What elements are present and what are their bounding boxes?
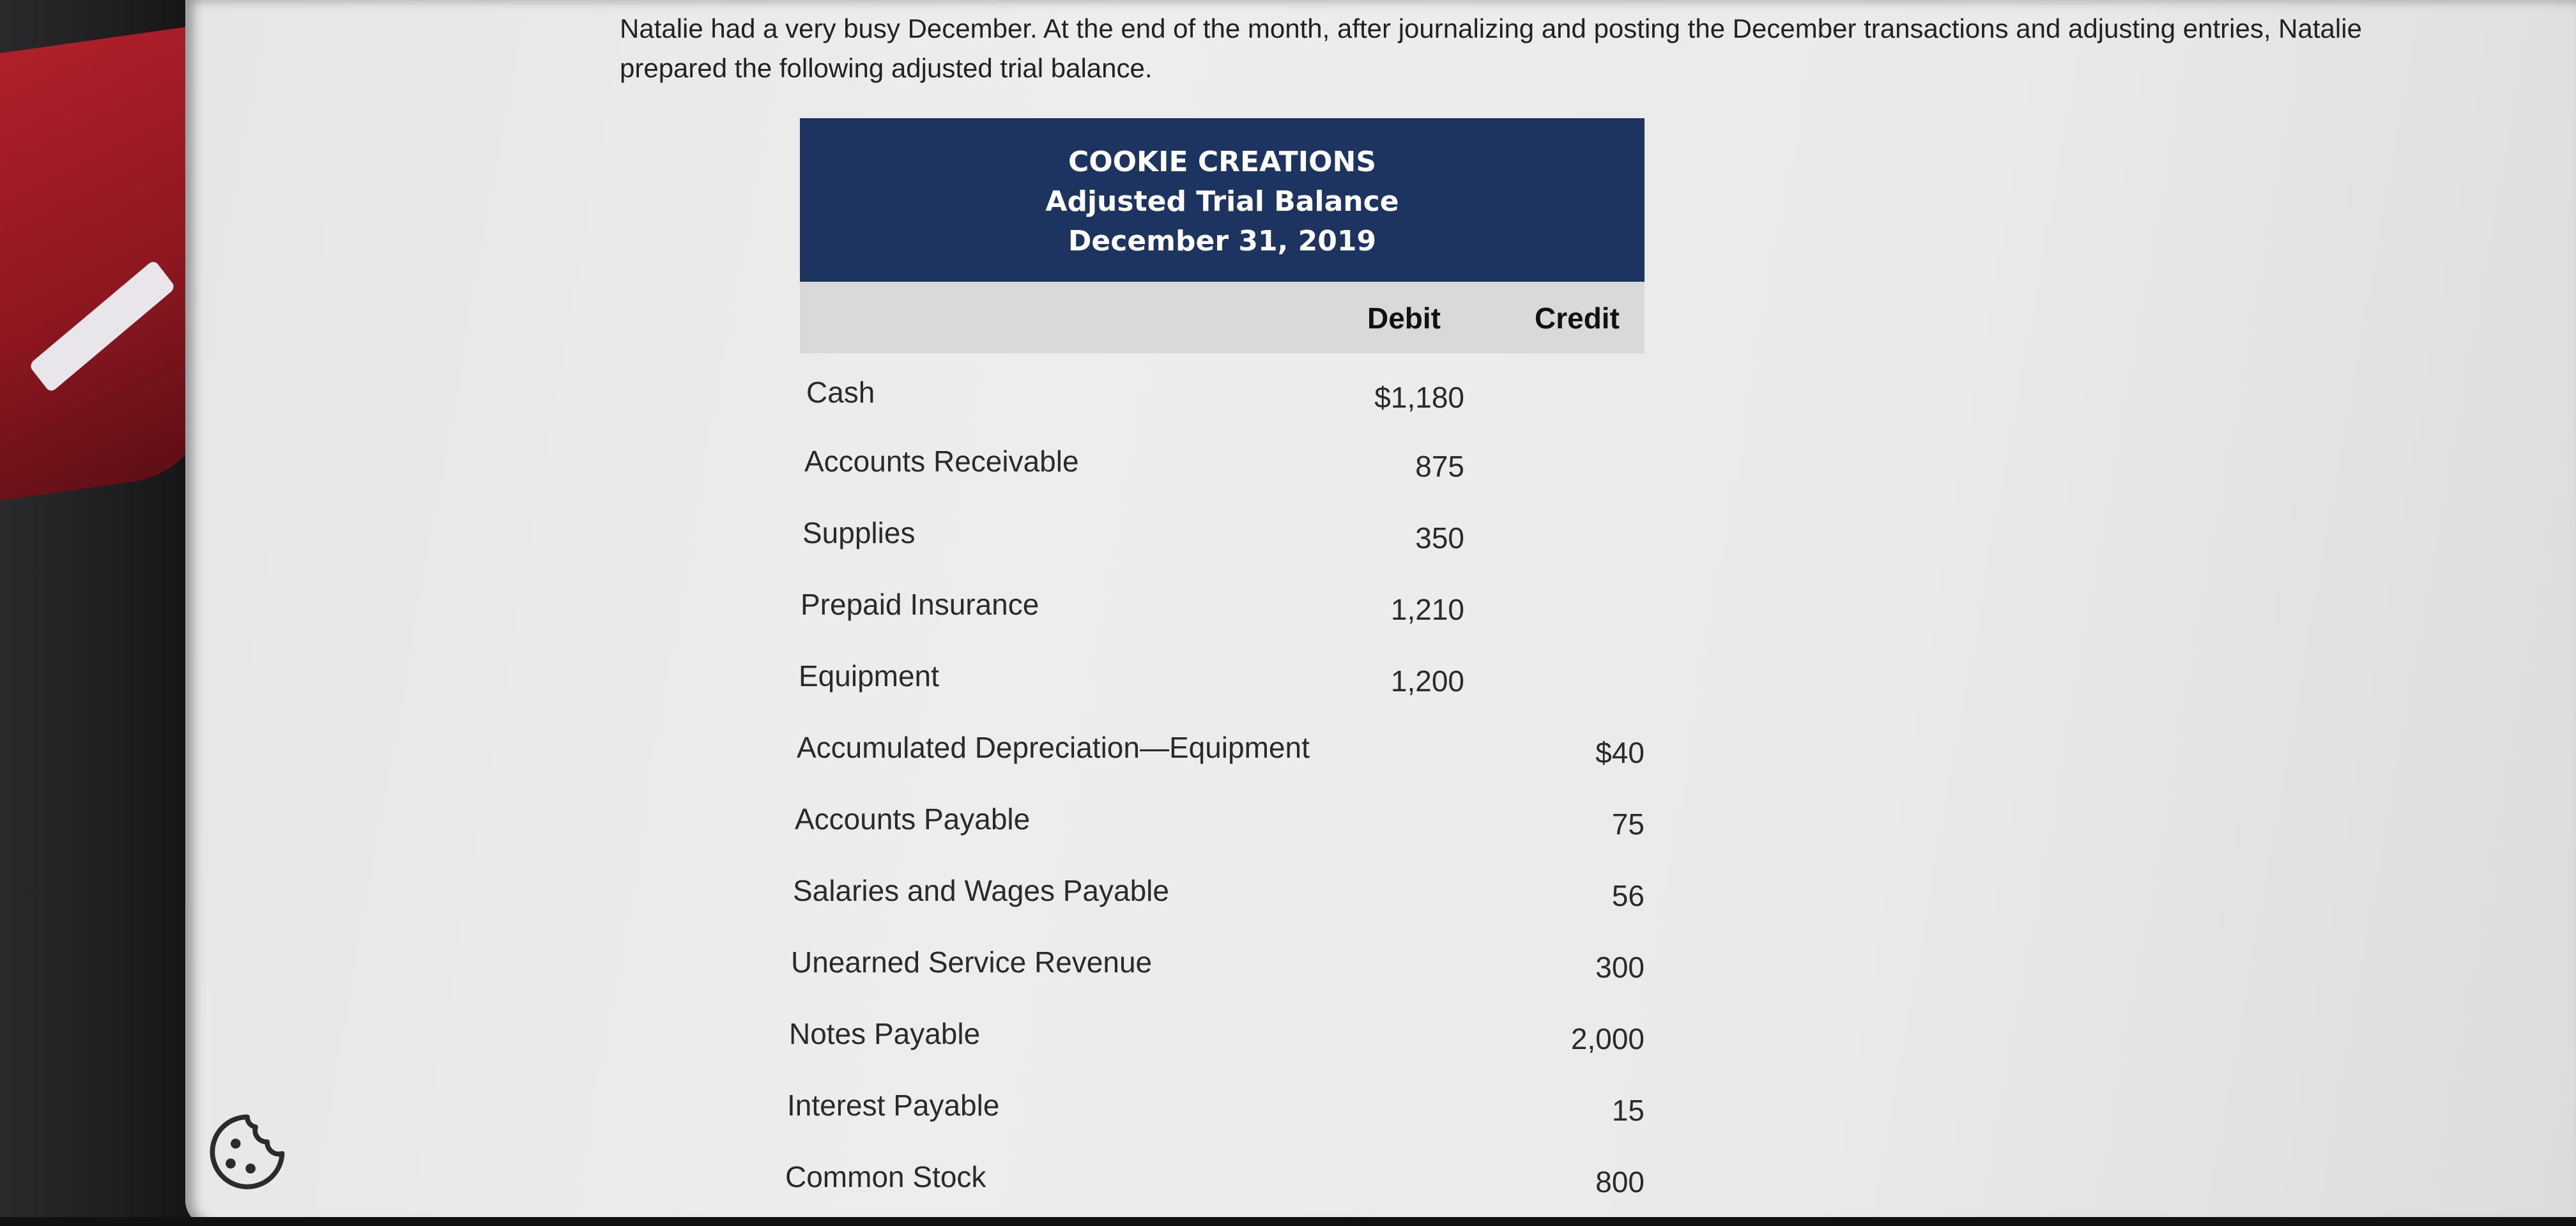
left-bezel [0, 0, 211, 1226]
bottom-bezel [0, 1217, 2576, 1226]
debit-amount: 350 [1415, 521, 1464, 555]
account-name: Prepaid Insurance [801, 588, 1039, 621]
intro-paragraph: Natalie had a very busy December. At the… [620, 13, 2362, 83]
account-name: Common Stock [785, 1160, 986, 1193]
table-row: Equipment 1,200 [799, 637, 1650, 709]
account-name: Accounts Payable [795, 802, 1031, 836]
credit-amount: 75 [1611, 808, 1644, 841]
table-row: Accounts Payable 75 [795, 780, 1650, 852]
credit-amount: $40 [1595, 736, 1644, 769]
table-row: Unearned Service Revenue 300 [791, 923, 1650, 995]
table-row: Accumulated Depreciation—Equipment $40 [797, 709, 1650, 780]
debit-amount: 1,200 [1390, 664, 1464, 698]
fabric-stripe [28, 259, 176, 394]
column-header-row: Debit Credit [800, 282, 1644, 353]
debit-header: Debit [1367, 302, 1441, 335]
credit-amount: 2,000 [1570, 1022, 1644, 1055]
table-row: Salaries and Wages Payable 56 [793, 852, 1650, 923]
credit-amount: 56 [1611, 879, 1644, 912]
table-row: Prepaid Insurance 1,210 [800, 565, 1650, 637]
table-row: Cash $1,180 [800, 353, 1650, 422]
statement-name: Adjusted Trial Balance [1045, 185, 1399, 218]
credit-amount: 800 [1595, 1165, 1644, 1199]
account-name: Accounts Receivable [804, 445, 1079, 478]
company-name: COOKIE CREATIONS [1068, 146, 1377, 178]
account-name: Supplies [802, 516, 916, 549]
debit-amount: 875 [1415, 450, 1464, 483]
statement-date: December 31, 2019 [1068, 225, 1377, 257]
debit-amount: 1,210 [1390, 593, 1464, 626]
table-row: Interest Payable 15 [787, 1066, 1650, 1138]
credit-header: Credit [1535, 302, 1620, 335]
credit-amount: 300 [1595, 951, 1644, 984]
account-name: Unearned Service Revenue [791, 946, 1153, 979]
table-row: Accounts Receivable 875 [800, 422, 1650, 494]
adjusted-trial-balance: COOKIE CREATIONS Adjusted Trial Balance … [613, 118, 1644, 1209]
account-name: Notes Payable [789, 1017, 981, 1050]
table-body: Cash $1,180 Accounts Receivable 875 Supplies… [785, 353, 1650, 1209]
account-name: Equipment [799, 659, 939, 693]
table-header: COOKIE CREATIONS Adjusted Trial Balance … [800, 118, 1644, 282]
account-name: Salaries and Wages Payable [793, 874, 1169, 907]
account-name: Accumulated Depreciation—Equipment [797, 731, 1310, 764]
background-fabric [0, 23, 211, 501]
cookie-icon[interactable] [206, 1110, 289, 1193]
table-row: Common Stock 800 [785, 1138, 1650, 1209]
table-row: Notes Payable 2,000 [789, 995, 1650, 1066]
table-row: Supplies 350 [800, 494, 1650, 565]
debit-amount: $1,180 [1374, 381, 1464, 414]
account-name: Cash [806, 376, 875, 409]
credit-amount: 15 [1611, 1094, 1644, 1127]
account-name: Interest Payable [787, 1089, 1000, 1122]
